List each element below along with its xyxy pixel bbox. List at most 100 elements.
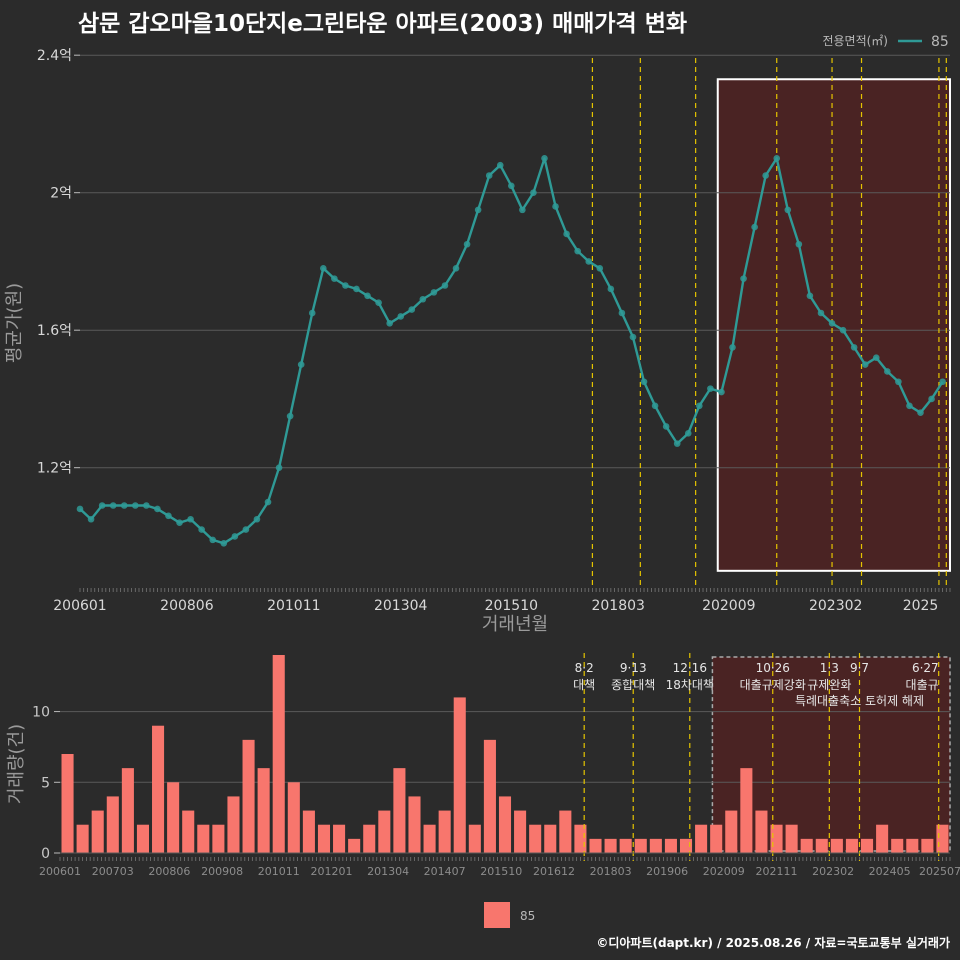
price-point — [861, 361, 869, 368]
volume-x-tick-label: 202405 — [869, 865, 911, 878]
price-point — [828, 320, 836, 327]
volume-bar — [91, 810, 104, 853]
price-point — [541, 155, 548, 162]
price-point — [120, 502, 128, 509]
volume-x-tick-label: 201510 — [480, 865, 522, 878]
price-point — [884, 368, 891, 375]
price-point — [264, 498, 272, 506]
volume-bar — [755, 810, 768, 853]
volume-bar — [679, 838, 693, 853]
price-point — [729, 344, 736, 351]
x-tick-label: 200601 — [53, 598, 106, 614]
credit-footer: ©디아파트(dapt.kr) / 2025.08.26 / 자료=국토교통부 실… — [596, 936, 950, 950]
price-point — [817, 309, 825, 317]
price-point — [552, 203, 559, 210]
volume-x-tick-label: 201906 — [646, 865, 688, 878]
volume-bar — [393, 768, 406, 853]
x-tick-label: 201803 — [591, 598, 644, 614]
x-axis-title: 거래년월 — [482, 614, 548, 635]
policy-date-label: 10·26 — [756, 661, 790, 675]
price-point — [939, 378, 946, 386]
volume-x-tick-label: 201407 — [424, 865, 466, 878]
price-point — [430, 289, 438, 296]
volume-legend-label: 85 — [520, 909, 535, 923]
volume-bar — [921, 838, 934, 853]
price-point — [386, 320, 393, 327]
policy-name-label: 대책 — [573, 677, 595, 692]
volume-bar — [408, 796, 421, 853]
volume-bar — [61, 754, 74, 853]
volume-bar — [348, 838, 361, 853]
price-point — [286, 412, 294, 420]
volume-bar — [317, 824, 331, 853]
volume-bar — [438, 810, 451, 853]
y-tick-label: 2.4억 — [37, 48, 72, 64]
price-point — [231, 533, 239, 540]
price-point — [519, 206, 526, 214]
price-point — [673, 440, 681, 447]
price-point — [165, 512, 172, 520]
volume-bar — [257, 768, 270, 853]
volume-bar — [785, 824, 798, 853]
volume-bar — [227, 796, 240, 853]
policy-name-label: 대출규제강화 — [740, 678, 806, 692]
volume-x-tick-label: 200908 — [201, 865, 243, 878]
volume-bar — [710, 824, 723, 853]
price-point — [419, 295, 427, 303]
price-point — [397, 313, 405, 320]
volume-x-tick-label: 201304 — [367, 865, 409, 878]
x-tick-label: 202009 — [702, 598, 755, 614]
volume-bar — [302, 810, 315, 853]
price-point — [320, 265, 327, 272]
volume-bar — [212, 824, 225, 853]
price-point — [275, 464, 283, 471]
legend-title: 전용면적(㎡) — [822, 34, 888, 48]
price-point — [474, 206, 482, 214]
volume-bar — [483, 739, 496, 853]
legends: 전용면적(㎡) 85 85 — [484, 34, 949, 928]
price-point — [308, 309, 316, 317]
price-point — [342, 282, 349, 289]
volume-bar — [197, 824, 210, 853]
x-tick-label: 2025 — [903, 598, 939, 614]
price-point — [574, 247, 581, 255]
y-axis-title: 평균가(원) — [4, 283, 25, 363]
volume-bar — [544, 824, 557, 853]
price-point — [784, 206, 792, 214]
policy-name-label: 대출규 — [906, 678, 939, 692]
policy-date-label: 9·13 — [620, 661, 647, 675]
price-point — [154, 505, 161, 513]
legend-entry-label: 85 — [931, 34, 949, 50]
price-point — [242, 526, 250, 533]
price-chart: 1.2억 1.6억 2억 2.4억 200601 200806 201011 201304 20… — [4, 48, 951, 635]
price-point — [508, 182, 515, 190]
x-tick-label: 201510 — [485, 598, 538, 614]
volume-x-tick-label: 200703 — [92, 865, 134, 878]
x-tick-label: 201304 — [374, 598, 428, 614]
volume-bar — [770, 824, 783, 853]
volume-bar — [664, 838, 677, 853]
price-point — [718, 388, 725, 396]
volume-bar — [453, 697, 466, 853]
volume-bar — [634, 838, 647, 853]
volume-bar — [468, 824, 481, 853]
price-point — [928, 395, 935, 403]
price-point — [187, 515, 194, 523]
policy-date-label: 1·3 — [820, 661, 839, 675]
volume-bar — [152, 725, 165, 853]
volume-x-tick-label: 201011 — [258, 865, 300, 878]
volume-chart: 0 5 10 200601 200703 200806 200908 201011 201201… — [6, 653, 960, 878]
price-point — [585, 258, 593, 265]
volume-y-tick-label: 0 — [41, 846, 50, 862]
price-point — [441, 282, 449, 289]
price-point — [618, 309, 626, 317]
price-point — [707, 385, 714, 392]
price-point — [297, 361, 305, 368]
x-tick-label: 201011 — [267, 598, 320, 614]
volume-x-tick-label: 200806 — [148, 865, 190, 878]
price-point — [485, 172, 493, 179]
price-point — [176, 519, 183, 526]
volume-bar — [589, 838, 602, 853]
policy-date-label: 6·27 — [912, 661, 939, 675]
volume-bar — [800, 838, 813, 853]
